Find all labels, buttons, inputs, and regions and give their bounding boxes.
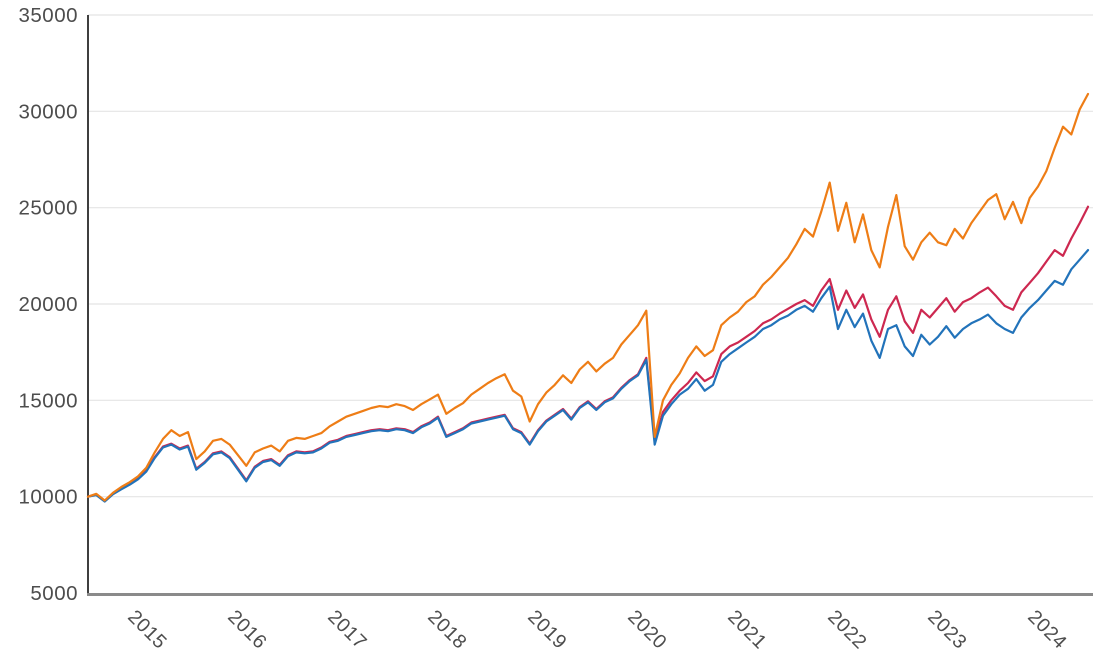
y-axis-tick-label: 5000 xyxy=(30,582,78,605)
x-axis-tick-label: 2022 xyxy=(823,606,871,654)
y-axis-tick-label: 30000 xyxy=(18,100,78,123)
y-axis-tick-label: 20000 xyxy=(18,293,78,316)
x-axis-labels: 2015 2016 2017 2018 2019 2020 2021 2022 2023 2024 xyxy=(123,606,1071,654)
x-axis-tick-label: 2021 xyxy=(723,606,771,654)
gridlines xyxy=(88,14,1093,498)
y-axis-tick-label: 10000 xyxy=(18,486,78,509)
orange-series-line xyxy=(86,92,1090,502)
x-axis-tick-label: 2020 xyxy=(623,606,671,654)
x-axis-tick-label: 2024 xyxy=(1023,606,1071,654)
x-axis-tick-label: 2015 xyxy=(123,606,171,654)
y-axis-tick-label: 35000 xyxy=(18,4,78,27)
y-axis-tick-label: 25000 xyxy=(18,197,78,220)
y-axis-tick-label: 15000 xyxy=(18,389,78,412)
y-axis-labels: 5000 10000 15000 20000 25000 30000 35000 xyxy=(18,4,78,605)
x-axis-tick-label: 2023 xyxy=(923,606,971,654)
blue-series-line xyxy=(86,249,1090,503)
x-axis-tick-label: 2016 xyxy=(223,606,271,654)
series-lines xyxy=(86,92,1090,503)
axes xyxy=(87,15,1093,596)
x-axis-tick-label: 2018 xyxy=(423,606,471,654)
x-axis-tick-label: 2019 xyxy=(523,606,571,654)
x-axis-tick-label: 2017 xyxy=(323,606,371,654)
